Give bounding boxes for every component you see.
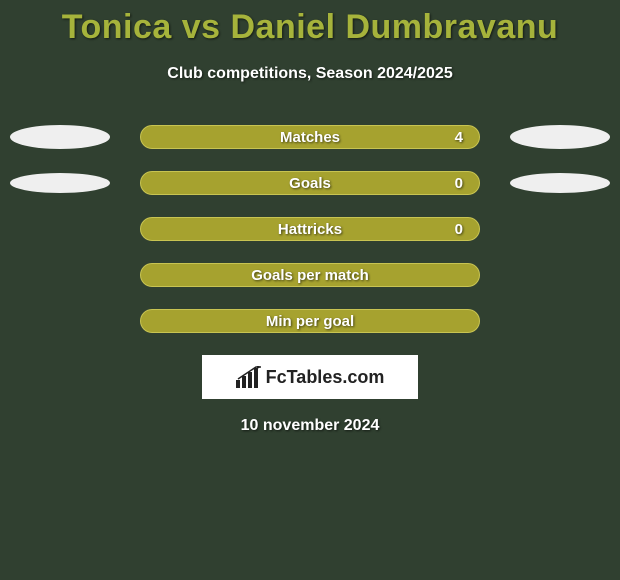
stat-row: Goals 0 bbox=[0, 171, 620, 195]
stat-row: Hattricks 0 bbox=[0, 217, 620, 241]
stat-value: 4 bbox=[455, 129, 463, 146]
stat-row: Matches 4 bbox=[0, 125, 620, 149]
stat-bar: Goals 0 bbox=[140, 171, 480, 195]
stat-label: Goals per match bbox=[251, 267, 369, 284]
bars-icon bbox=[236, 366, 262, 388]
stat-bar: Hattricks 0 bbox=[140, 217, 480, 241]
right-ellipse bbox=[510, 173, 610, 193]
date-text: 10 november 2024 bbox=[0, 417, 620, 435]
subtitle: Club competitions, Season 2024/2025 bbox=[0, 65, 620, 83]
stat-rows: Matches 4 Goals 0 Hattricks 0 Goals per match M… bbox=[0, 125, 620, 333]
page-title: Tonica vs Daniel Dumbravanu bbox=[0, 0, 620, 47]
stat-bar: Goals per match bbox=[140, 263, 480, 287]
stat-label: Matches bbox=[280, 129, 340, 146]
logo-box: FcTables.com bbox=[202, 355, 418, 399]
stat-label: Goals bbox=[289, 175, 331, 192]
stat-row: Goals per match bbox=[0, 263, 620, 287]
right-ellipse bbox=[510, 125, 610, 149]
stat-label: Min per goal bbox=[266, 313, 354, 330]
logo-text: FcTables.com bbox=[266, 367, 385, 388]
stat-label: Hattricks bbox=[278, 221, 342, 238]
stat-value: 0 bbox=[455, 175, 463, 192]
stat-row: Min per goal bbox=[0, 309, 620, 333]
stat-value: 0 bbox=[455, 221, 463, 238]
left-ellipse bbox=[10, 125, 110, 149]
logo: FcTables.com bbox=[236, 366, 385, 388]
left-ellipse bbox=[10, 173, 110, 193]
stat-bar: Matches 4 bbox=[140, 125, 480, 149]
stat-bar: Min per goal bbox=[140, 309, 480, 333]
